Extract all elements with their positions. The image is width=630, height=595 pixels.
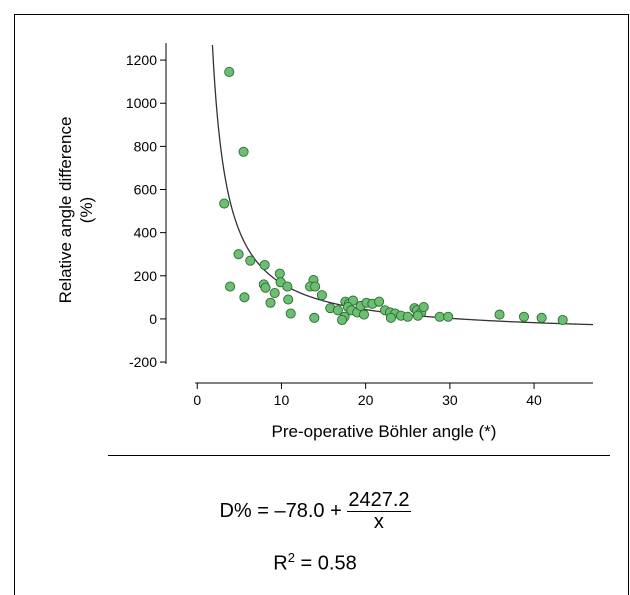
data-point bbox=[316, 290, 327, 301]
r-squared-exponent: 2 bbox=[287, 550, 295, 565]
data-point bbox=[274, 268, 285, 279]
data-point bbox=[402, 311, 413, 322]
x-tick-label: 30 bbox=[442, 392, 458, 408]
data-point bbox=[259, 259, 270, 271]
data-point bbox=[374, 296, 385, 307]
data-point bbox=[219, 198, 230, 209]
r-squared: R2 = 0.58 bbox=[0, 550, 630, 576]
data-point bbox=[309, 312, 320, 323]
axes: 1200 1000 800 600 400 200 0 -200 0 10 20 30 40 bbox=[126, 43, 593, 408]
y-tick-label: 600 bbox=[134, 182, 158, 198]
data-point bbox=[269, 287, 280, 299]
frame-border-right bbox=[628, 14, 629, 595]
x-tick-label: 0 bbox=[193, 392, 201, 408]
data-point bbox=[358, 309, 370, 320]
data-point bbox=[412, 310, 423, 321]
data-points bbox=[219, 66, 568, 326]
fit-curve-layer bbox=[211, 44, 594, 326]
data-point bbox=[332, 305, 343, 316]
y-tick-label: 0 bbox=[149, 311, 157, 327]
data-point bbox=[283, 294, 294, 305]
fit-equation: D% = –78.0 + 2427.2 x bbox=[0, 490, 630, 533]
data-point bbox=[225, 281, 236, 292]
y-axis-label-line2: (%) bbox=[77, 197, 96, 223]
data-point bbox=[385, 312, 396, 323]
data-point bbox=[494, 309, 505, 320]
frame-border-top bbox=[14, 14, 629, 15]
data-point bbox=[310, 281, 321, 292]
data-point bbox=[285, 308, 296, 319]
y-tick-label: 400 bbox=[134, 225, 158, 241]
data-point bbox=[224, 66, 235, 78]
data-point bbox=[282, 281, 293, 292]
x-axis-label: Pre-operative Böhler angle (*) bbox=[272, 422, 497, 441]
data-point bbox=[238, 146, 249, 157]
x-tick-label: 20 bbox=[358, 392, 374, 408]
data-point bbox=[443, 311, 454, 322]
data-point bbox=[536, 312, 547, 323]
r-squared-value: = 0.58 bbox=[294, 552, 357, 575]
data-point bbox=[265, 297, 276, 308]
y-axis-label-line1: Relative angle difference bbox=[56, 117, 75, 304]
y-tick-label: 800 bbox=[134, 138, 158, 154]
frame-border-left bbox=[14, 14, 15, 595]
x-tick-label: 10 bbox=[274, 392, 290, 408]
data-point bbox=[239, 292, 250, 303]
data-point bbox=[260, 282, 271, 293]
equation-denominator: x bbox=[373, 511, 384, 533]
data-point bbox=[233, 249, 244, 260]
divider-rule bbox=[108, 455, 610, 456]
scatter-chart: 1200 1000 800 600 400 200 0 -200 0 10 20 30 40 Pre-o… bbox=[56, 43, 594, 441]
data-point bbox=[418, 302, 429, 313]
equation-fraction: 2427.2 x bbox=[347, 489, 411, 533]
data-point bbox=[337, 314, 348, 326]
equation-numerator: 2427.2 bbox=[347, 489, 411, 512]
y-tick-label: -200 bbox=[129, 354, 157, 370]
equation-lhs: D% = –78.0 + bbox=[219, 499, 348, 522]
fit-curve bbox=[211, 44, 594, 326]
data-point bbox=[245, 255, 256, 266]
data-point bbox=[434, 311, 445, 322]
data-point bbox=[518, 311, 530, 322]
y-tick-label: 200 bbox=[134, 268, 158, 284]
r-squared-label: R bbox=[273, 552, 288, 575]
y-tick-label: 1200 bbox=[126, 52, 157, 68]
y-tick-label: 1000 bbox=[126, 95, 157, 111]
data-point bbox=[557, 314, 568, 326]
x-tick-label: 40 bbox=[526, 392, 542, 408]
